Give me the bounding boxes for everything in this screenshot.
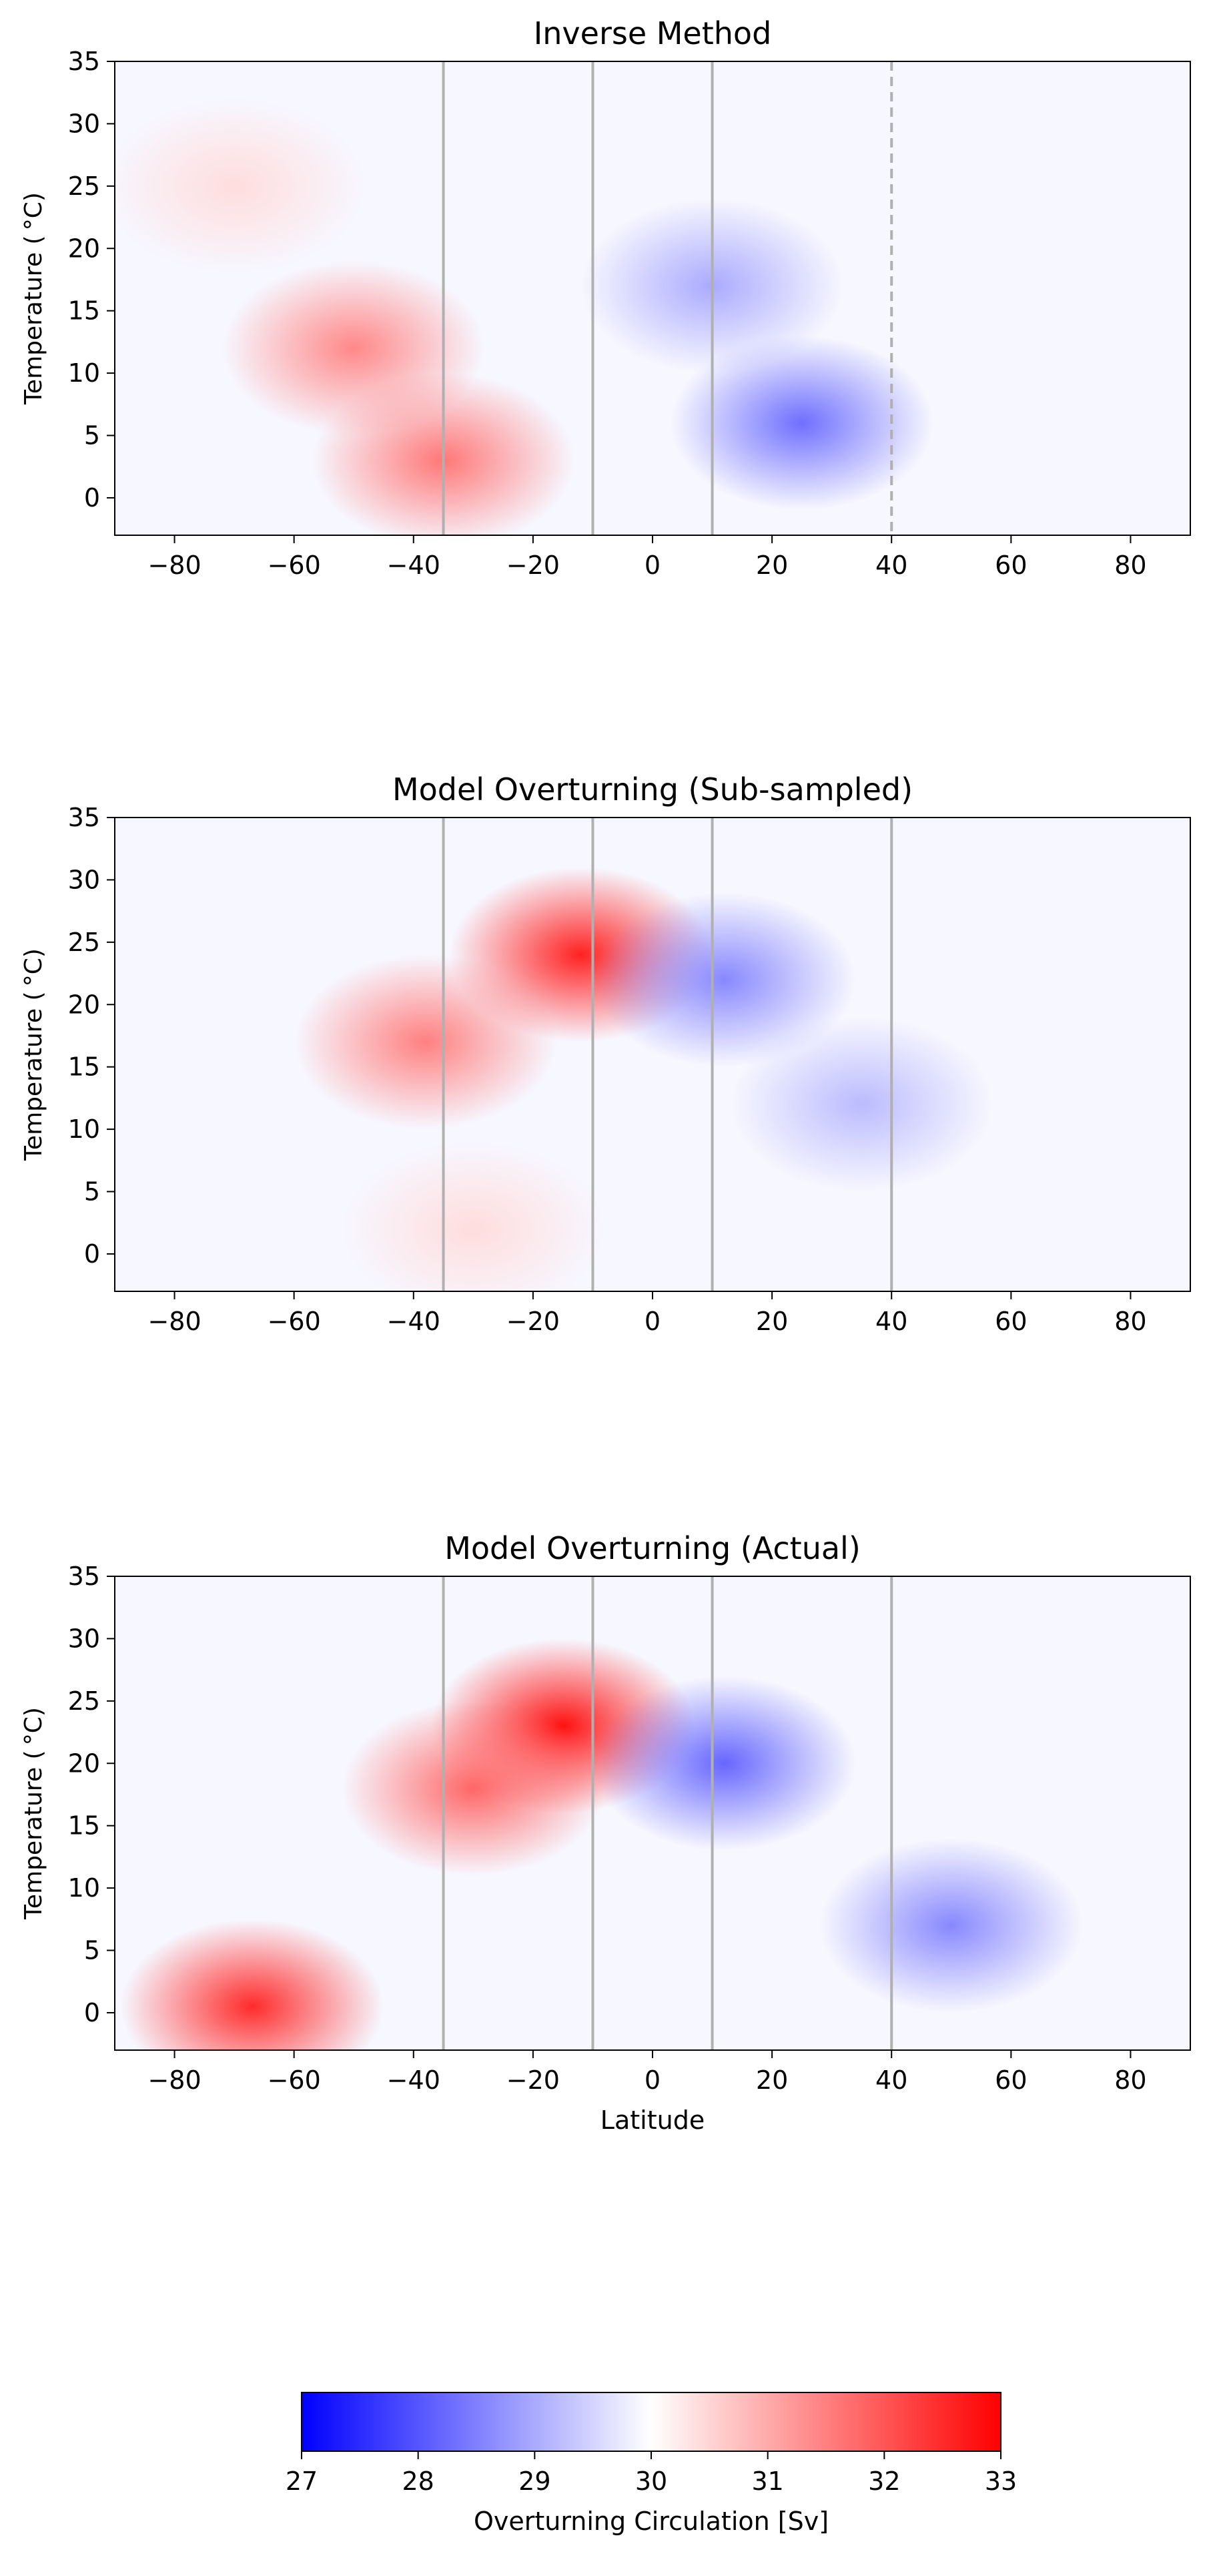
x-tick-label: 0	[645, 2065, 661, 2095]
colorbar-tick-label: 28	[402, 2467, 434, 2496]
y-tick-label: 10	[68, 1873, 100, 1903]
plot-area	[115, 818, 1190, 1291]
y-tick-label: 35	[68, 803, 100, 832]
circulation-cell	[819, 1838, 1083, 2013]
x-tick-label: −60	[268, 1307, 321, 1336]
circulation-cell	[121, 1919, 384, 2050]
panel-title: Model Overturning (Actual)	[444, 1530, 861, 1566]
x-tick-label: 0	[645, 551, 661, 580]
x-tick-label: 60	[995, 2065, 1027, 2095]
y-tick-label: 15	[68, 1052, 100, 1082]
y-tick-label: 10	[68, 358, 100, 388]
x-tick-label: −80	[147, 551, 201, 580]
y-tick-label: 25	[68, 172, 100, 201]
x-tick-label: 40	[875, 551, 907, 580]
x-tick-label: 20	[756, 1307, 788, 1336]
x-tick-label: −60	[268, 551, 321, 580]
x-tick-label: 20	[756, 551, 788, 580]
y-tick-label: 25	[68, 1686, 100, 1716]
panel-3: Model Overturning (Actual) −80 −60 −40 −20 0 2…	[20, 1530, 1191, 2135]
x-tick-label: −40	[387, 551, 440, 580]
x-tick-label: −60	[268, 2065, 321, 2095]
x-axis-label: Latitude	[600, 2106, 705, 2135]
y-tick-label: 25	[68, 928, 100, 957]
y-tick-label: 15	[68, 296, 100, 326]
colorbar-tick-label: 29	[518, 2467, 550, 2496]
colorbar-label: Overturning Circulation [Sv]	[474, 2507, 829, 2536]
y-tick-label: 30	[68, 109, 100, 138]
y-tick-label: 0	[84, 1998, 100, 2027]
circulation-cell	[592, 1676, 856, 1851]
panel-2: Model Overturning (Sub-sampled) −80 −60 −40…	[20, 771, 1191, 1336]
x-tick-label: −20	[506, 551, 560, 580]
x-tick-label: −40	[387, 2065, 440, 2095]
plot-area	[115, 1576, 1190, 2050]
y-tick-label: 20	[68, 234, 100, 263]
x-tick-label: −20	[506, 1307, 560, 1336]
x-tick-label: 60	[995, 1307, 1027, 1336]
y-tick-label: 0	[84, 483, 100, 513]
colorbar-bar	[301, 2392, 1001, 2452]
x-tick-label: −80	[147, 1307, 201, 1336]
y-tick-label: 35	[68, 1562, 100, 1591]
y-axis-label: Temperature ( °C)	[20, 192, 47, 405]
panel-1: Inverse Method −80 −60 −40 −20 0 20 40 60 80 0 5 10 1…	[20, 15, 1191, 580]
y-tick-label: 30	[68, 1624, 100, 1653]
x-tick-label: 80	[1114, 1307, 1146, 1336]
plot-area	[115, 61, 1190, 535]
x-tick-label: −80	[147, 2065, 201, 2095]
y-tick-label: 10	[68, 1114, 100, 1144]
y-axis-label: Temperature ( °C)	[20, 1707, 47, 1920]
x-tick-label: 20	[756, 2065, 788, 2095]
y-tick-label: 0	[84, 1239, 100, 1269]
circulation-cell	[115, 99, 366, 274]
circulation-cell	[592, 892, 856, 1067]
x-tick-label: 80	[1114, 551, 1146, 580]
colorbar-tick-label: 30	[635, 2467, 667, 2496]
circulation-cell	[294, 954, 557, 1130]
y-tick-label: 20	[68, 1748, 100, 1778]
y-tick-label: 20	[68, 990, 100, 1019]
y-axis-label: Temperature ( °C)	[20, 948, 47, 1161]
colorbar-tick-label: 31	[751, 2467, 783, 2496]
panel-title: Inverse Method	[534, 15, 772, 51]
colorbar-tick-label: 27	[286, 2467, 318, 2496]
x-tick-label: −20	[506, 2065, 560, 2095]
x-tick-label: 0	[645, 1307, 661, 1336]
x-tick-label: 40	[875, 1307, 907, 1336]
circulation-cell	[342, 1141, 605, 1291]
y-tick-label: 5	[84, 1936, 100, 1965]
colorbar-tick-label: 33	[985, 2467, 1017, 2496]
y-tick-label: 35	[68, 47, 100, 76]
circulation-cell	[670, 336, 933, 511]
x-tick-label: −40	[387, 1307, 440, 1336]
y-tick-label: 5	[84, 421, 100, 450]
circulation-cell	[342, 1700, 605, 1876]
colorbar: 27 28 29 30 31 32 33 Overturning Circulation [S…	[286, 2392, 1017, 2536]
circulation-cell	[730, 1016, 993, 1192]
x-tick-label: 60	[995, 551, 1027, 580]
x-tick-label: 80	[1114, 2065, 1146, 2095]
y-tick-label: 30	[68, 865, 100, 894]
y-tick-label: 5	[84, 1177, 100, 1207]
y-tick-label: 15	[68, 1811, 100, 1841]
panel-title: Model Overturning (Sub-sampled)	[392, 771, 913, 808]
colorbar-tick-label: 32	[868, 2467, 900, 2496]
x-tick-label: 40	[875, 2065, 907, 2095]
